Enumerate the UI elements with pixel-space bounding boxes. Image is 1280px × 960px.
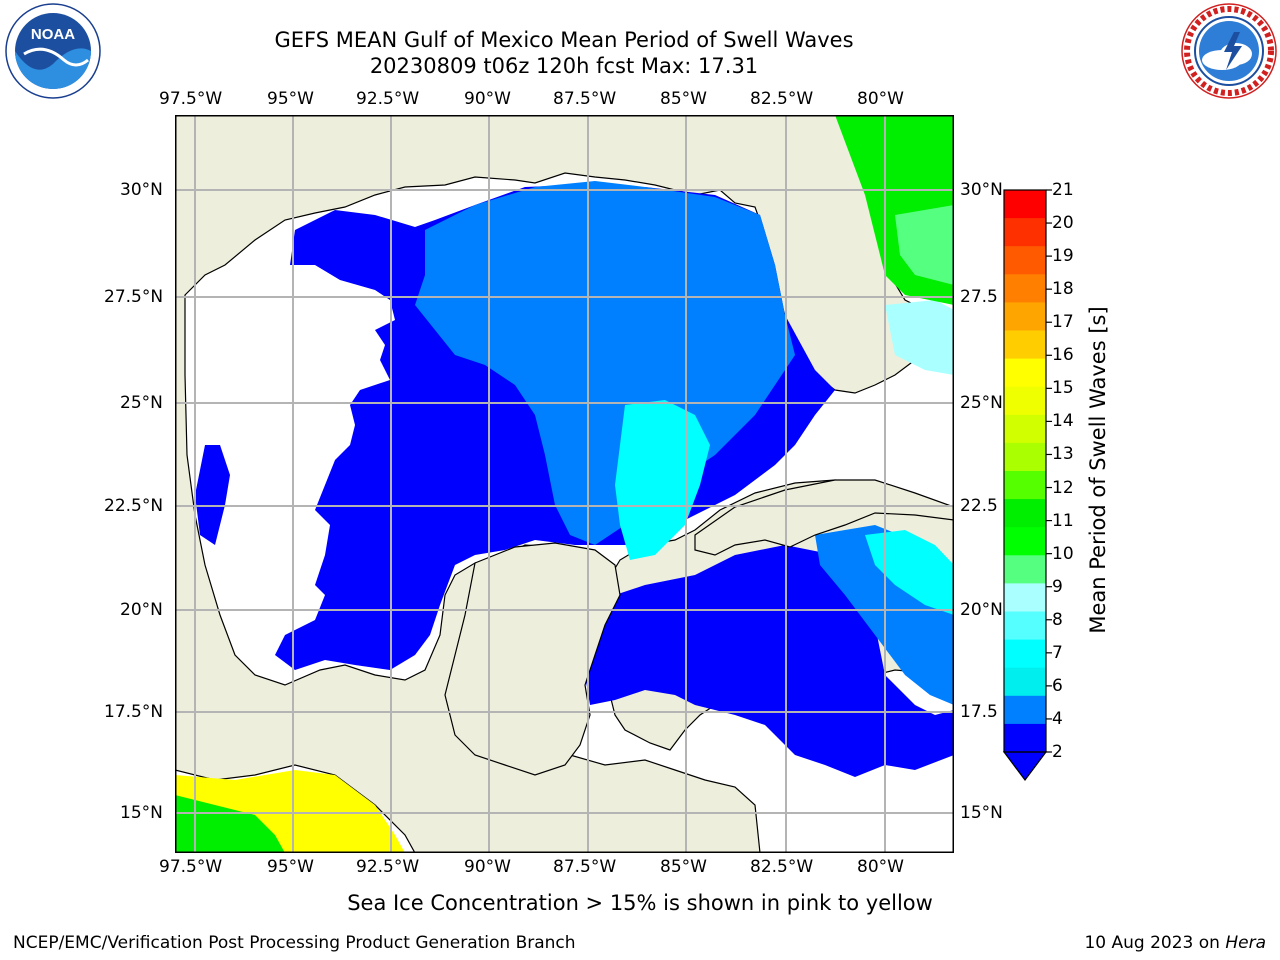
lat-label-left: 25°N bbox=[120, 393, 163, 413]
colorbar-block bbox=[1004, 358, 1046, 388]
lon-label-top: 92.5°W bbox=[356, 89, 420, 109]
colorbar-block bbox=[1004, 442, 1046, 472]
cuba-island bbox=[694, 479, 954, 556]
noaa-logo: NOAA bbox=[5, 3, 101, 99]
lon-label-bottom: 82.5°W bbox=[750, 857, 814, 877]
swell-field-9-10s bbox=[895, 205, 954, 285]
colorbar-block bbox=[1004, 723, 1046, 753]
footer-date-text: 10 Aug 2023 on bbox=[1084, 933, 1226, 953]
colorbar-tick-label: 8 bbox=[1052, 609, 1063, 630]
colorbar-block bbox=[1004, 583, 1046, 612]
lat-label-left: 15°N bbox=[120, 803, 163, 823]
colorbar-extend-triangle bbox=[1002, 751, 1048, 781]
colorbar-tick-label: 4 bbox=[1052, 708, 1063, 729]
colorbar-tick-label: 19 bbox=[1052, 246, 1074, 267]
chart-subtitle: 20230809 t06z 120h fcst Max: 17.31 bbox=[369, 54, 759, 78]
lon-label-top: 90°W bbox=[464, 89, 511, 109]
colorbar-tick-label: 6 bbox=[1052, 675, 1063, 696]
colorbar-block bbox=[1004, 246, 1046, 275]
lon-label-top: 97.5°W bbox=[159, 89, 223, 109]
sea-ice-note: Sea Ice Concentration > 15% is shown in … bbox=[347, 891, 933, 915]
nws-logo bbox=[1181, 3, 1277, 99]
lat-label-right: 30°N bbox=[960, 180, 1003, 200]
colorbar-tick-label: 14 bbox=[1052, 411, 1074, 432]
lon-label-bottom: 97.5°W bbox=[159, 857, 223, 877]
noaa-logo-text: NOAA bbox=[31, 26, 75, 43]
colorbar-tick-label: 16 bbox=[1052, 345, 1074, 366]
lat-label-right: 15°N bbox=[960, 803, 1003, 823]
colorbar-tick-label: 20 bbox=[1052, 213, 1074, 234]
lon-label-bottom: 90°W bbox=[464, 857, 511, 877]
colorbar-block bbox=[1004, 639, 1046, 669]
lat-label-right: 25°N bbox=[960, 393, 1003, 413]
colorbar bbox=[1002, 189, 1052, 781]
footer-date: 10 Aug 2023 on Hera bbox=[1084, 933, 1266, 953]
lat-label-right: 17.5 bbox=[960, 702, 998, 722]
colorbar-block bbox=[1004, 190, 1046, 219]
map-grid bbox=[175, 115, 954, 853]
lat-label-left: 17.5°N bbox=[104, 702, 164, 722]
footer-credit: NCEP/EMC/Verification Post Processing Pr… bbox=[13, 933, 576, 953]
colorbar-tick-label: 11 bbox=[1052, 510, 1074, 531]
colorbar-block bbox=[1004, 667, 1046, 697]
lon-label-top: 82.5°W bbox=[750, 89, 814, 109]
colorbar-tick-label: 7 bbox=[1052, 642, 1063, 663]
colorbar-tick-label: 15 bbox=[1052, 378, 1074, 399]
colorbar-blocks bbox=[1004, 190, 1046, 753]
colorbar-tick-label: 10 bbox=[1052, 543, 1074, 564]
colorbar-block bbox=[1004, 302, 1046, 331]
swell-field-6-7s bbox=[865, 530, 954, 615]
lon-label-top: 87.5°W bbox=[553, 89, 617, 109]
colorbar-block bbox=[1004, 414, 1046, 444]
swell-period-map bbox=[175, 115, 954, 853]
colorbar-block bbox=[1004, 555, 1046, 584]
colorbar-tick-label: 18 bbox=[1052, 279, 1074, 300]
lon-label-bottom: 87.5°W bbox=[553, 857, 617, 877]
lon-label-bottom: 95°W bbox=[267, 857, 314, 877]
lat-label-right: 27.5 bbox=[960, 287, 998, 307]
colorbar-tick-label: 21 bbox=[1052, 180, 1074, 200]
swell-field-11-12s bbox=[175, 795, 285, 853]
colorbar-block bbox=[1004, 527, 1046, 556]
swell-field-8-9s bbox=[885, 300, 954, 375]
colorbar-block bbox=[1004, 386, 1046, 416]
lat-label-right: 20°N bbox=[960, 600, 1003, 620]
lon-label-top: 80°W bbox=[857, 89, 904, 109]
lat-label-right: 22.5 bbox=[960, 496, 998, 516]
colorbar-block bbox=[1004, 499, 1046, 528]
colorbar-block bbox=[1004, 611, 1046, 641]
colorbar-tick-label: 2 bbox=[1052, 742, 1063, 762]
colorbar-block bbox=[1004, 695, 1046, 725]
colorbar-tick-label: 13 bbox=[1052, 444, 1074, 465]
lat-label-left: 27.5°N bbox=[104, 287, 164, 307]
colorbar-block bbox=[1004, 218, 1046, 247]
lon-label-top: 95°W bbox=[267, 89, 314, 109]
lon-label-bottom: 85°W bbox=[660, 857, 707, 877]
colorbar-block bbox=[1004, 471, 1046, 500]
colorbar-border bbox=[1003, 189, 1047, 753]
lat-label-left: 30°N bbox=[120, 180, 163, 200]
colorbar-block bbox=[1004, 330, 1046, 360]
colorbar-block bbox=[1004, 274, 1046, 303]
colorbar-tick-label: 9 bbox=[1052, 576, 1063, 597]
colorbar-tick-marks bbox=[1046, 189, 1052, 753]
colorbar-tick-label: 12 bbox=[1052, 477, 1074, 498]
lat-label-left: 20°N bbox=[120, 600, 163, 620]
footer-machine: Hera bbox=[1225, 933, 1266, 953]
map-border bbox=[175, 115, 954, 853]
chart-title: GEFS MEAN Gulf of Mexico Mean Period of … bbox=[274, 28, 854, 52]
lon-label-bottom: 92.5°W bbox=[356, 857, 420, 877]
lon-label-bottom: 80°W bbox=[857, 857, 904, 877]
swell-field-2-4s bbox=[195, 445, 230, 545]
colorbar-tick-label: 17 bbox=[1052, 312, 1074, 333]
lon-label-top: 85°W bbox=[660, 89, 707, 109]
colorbar-label-text: Mean Period of Swell Waves [s] bbox=[1086, 306, 1110, 634]
lat-label-left: 22.5°N bbox=[104, 496, 164, 516]
